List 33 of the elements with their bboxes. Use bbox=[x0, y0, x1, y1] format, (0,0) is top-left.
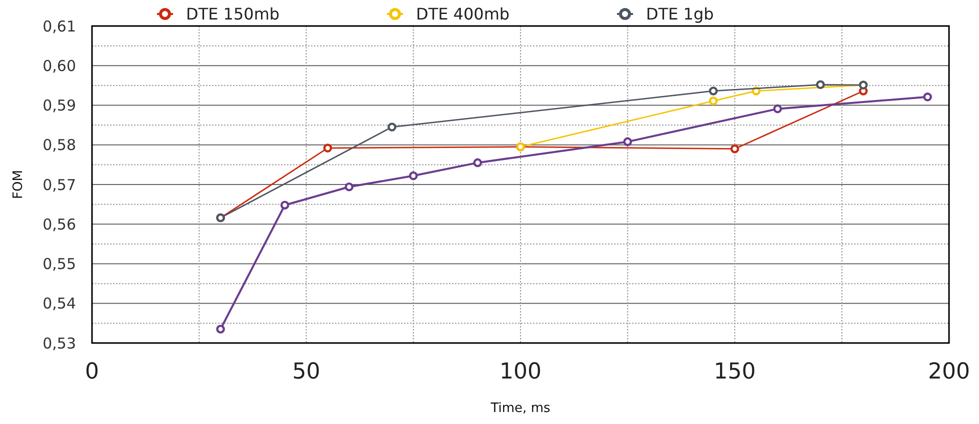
point bbox=[623, 137, 632, 146]
point bbox=[473, 158, 482, 168]
y-tick-label: 0,55 bbox=[42, 255, 76, 273]
point bbox=[280, 200, 290, 210]
y-tick-label: 0,56 bbox=[42, 215, 76, 234]
point bbox=[708, 86, 718, 96]
point bbox=[816, 80, 825, 90]
point bbox=[408, 171, 418, 180]
point bbox=[773, 104, 782, 114]
point bbox=[344, 182, 354, 192]
y-tick-label: 0,60 bbox=[42, 56, 76, 75]
point bbox=[323, 144, 332, 152]
y-tick-label: 0,57 bbox=[42, 176, 76, 194]
y-tick-label: 0,58 bbox=[42, 136, 76, 154]
x-tick-label: 50 bbox=[292, 360, 320, 385]
legend-label: DTE 1gb bbox=[646, 4, 714, 24]
y-tick-label: 0,54 bbox=[42, 294, 76, 313]
y-tick-label: 0,61 bbox=[42, 17, 76, 36]
x-tick-label: 0 bbox=[85, 360, 99, 385]
x-tick-label: 100 bbox=[500, 360, 542, 385]
y-axis-title: FOM bbox=[11, 170, 26, 199]
legend-label: DTE 400mb bbox=[416, 4, 510, 24]
point bbox=[388, 122, 396, 132]
point bbox=[708, 96, 718, 106]
x-axis-title: Time, ms bbox=[490, 401, 550, 416]
point bbox=[730, 144, 740, 154]
point bbox=[923, 92, 932, 102]
y-tick-label: 0,59 bbox=[42, 96, 76, 114]
legend-label: DTE 150mb bbox=[186, 4, 280, 24]
x-tick-label: 200 bbox=[928, 360, 970, 385]
x-tick-label: 150 bbox=[714, 360, 756, 385]
point bbox=[216, 324, 225, 334]
y-tick-label: 0,53 bbox=[42, 334, 76, 352]
